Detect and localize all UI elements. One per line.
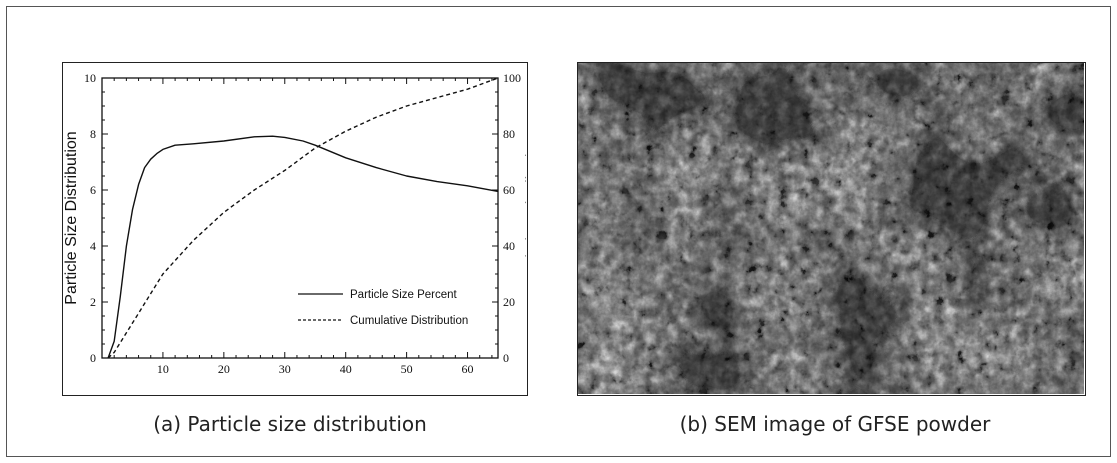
y2-tick-label: 80 (503, 127, 515, 141)
particle-size-chart: 10 20 30 40 50 600246810020406080100Particle … (63, 71, 526, 376)
x-tick-label: 40 (340, 362, 352, 376)
figure-frame (6, 6, 1111, 457)
y-tick-label: 8 (90, 127, 96, 141)
caption-particle-size: (a) Particle size distribution (153, 412, 427, 436)
y2-tick-label: 100 (503, 71, 521, 85)
y2-tick-label: 20 (503, 295, 515, 309)
y-tick-label: 4 (90, 239, 96, 253)
y-tick-label: 0 (90, 351, 96, 365)
y-tick-label: 10 (84, 71, 96, 85)
x-tick-label: 10 (157, 362, 169, 376)
y2-tick-label: 60 (503, 183, 515, 197)
sem-micrograph (578, 63, 1084, 394)
series-particle-size-percent (107, 135, 499, 359)
x-tick-label: 60 (462, 362, 474, 376)
x-tick-label: 20 (218, 362, 230, 376)
y-tick-label: 2 (90, 295, 96, 309)
x-tick-label: 50 (401, 362, 413, 376)
chart-panel: 10 20 30 40 50 60 0 2 4 6 8 10 0 20 40 60 80 100 Particle … (62, 62, 528, 396)
caption-sem-image: (b) SEM image of GFSE powder (679, 412, 991, 436)
y2-tick-label: 0 (503, 351, 509, 365)
y2-axis-title: Cumulative Distribution (524, 136, 526, 301)
x-tick-label: 30 (279, 362, 291, 376)
y2-tick-label: 40 (503, 239, 515, 253)
series-cumulative-distribution (107, 77, 499, 359)
sem-image-panel (577, 62, 1086, 396)
legend-label: Cumulative Distribution (350, 315, 468, 327)
legend-label: Particle Size Percent (350, 289, 458, 301)
y-axis-title: Particle Size Distribution (63, 131, 80, 304)
y-tick-label: 6 (90, 183, 96, 197)
